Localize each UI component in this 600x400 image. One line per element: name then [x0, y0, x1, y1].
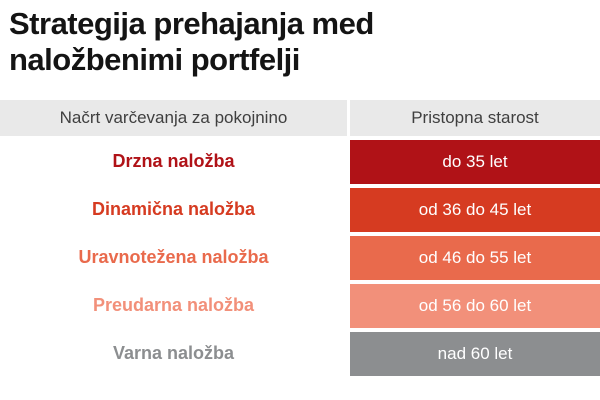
age-cell: od 56 do 60 let	[350, 283, 600, 328]
plan-cell: Uravnotežena naložba	[0, 235, 347, 280]
age-cell: od 46 do 55 let	[350, 235, 600, 280]
table-row: Uravnotežena naložba od 46 do 55 let	[0, 235, 600, 280]
table-row: Dinamična naložba od 36 do 45 let	[0, 187, 600, 232]
table-row: Drzna naložba do 35 let	[0, 139, 600, 184]
plan-cell: Dinamična naložba	[0, 187, 347, 232]
portfolio-transition-table: Načrt varčevanja za pokojnino Pristopna …	[0, 99, 600, 376]
table-row: Varna naložba nad 60 let	[0, 331, 600, 376]
plan-cell: Varna naložba	[0, 331, 347, 376]
table-header-row: Načrt varčevanja za pokojnino Pristopna …	[0, 99, 600, 136]
infographic-page: Strategija prehajanja med naložbenimi po…	[0, 4, 600, 400]
plan-cell: Drzna naložba	[0, 139, 347, 184]
page-title: Strategija prehajanja med naložbenimi po…	[9, 6, 374, 77]
age-cell: nad 60 let	[350, 331, 600, 376]
age-cell: do 35 let	[350, 139, 600, 184]
header-age-column: Pristopna starost	[350, 99, 600, 136]
table-row: Preudarna naložba od 56 do 60 let	[0, 283, 600, 328]
header-plan-column: Načrt varčevanja za pokojnino	[0, 99, 347, 136]
age-cell: od 36 do 45 let	[350, 187, 600, 232]
plan-cell: Preudarna naložba	[0, 283, 347, 328]
